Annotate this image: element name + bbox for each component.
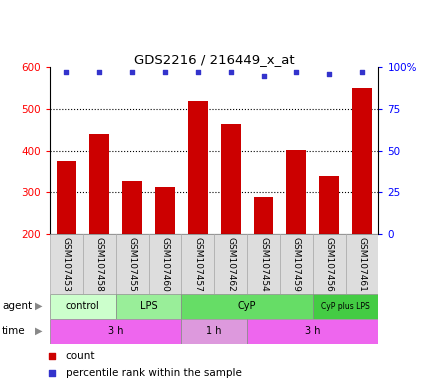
Point <box>48 370 55 376</box>
Point <box>358 69 365 75</box>
Bar <box>319 176 338 234</box>
Text: GSM107457: GSM107457 <box>193 237 202 291</box>
Bar <box>181 319 247 344</box>
Text: LPS: LPS <box>139 301 157 311</box>
Bar <box>247 234 279 294</box>
Point <box>48 353 55 359</box>
Bar <box>50 319 181 344</box>
Bar <box>82 234 115 294</box>
Text: 3 h: 3 h <box>108 326 123 336</box>
Bar <box>89 134 109 234</box>
Bar <box>181 234 214 294</box>
Bar <box>253 197 273 234</box>
Text: GSM107455: GSM107455 <box>127 237 136 291</box>
Bar <box>148 234 181 294</box>
Bar <box>181 294 312 319</box>
Point <box>325 71 332 77</box>
Bar <box>187 101 207 234</box>
Text: CyP: CyP <box>237 301 256 311</box>
Bar <box>122 181 141 234</box>
Text: CyP plus LPS: CyP plus LPS <box>320 302 369 311</box>
Point <box>128 69 135 75</box>
Point <box>161 69 168 75</box>
Bar <box>312 234 345 294</box>
Bar <box>312 294 378 319</box>
Bar <box>286 150 306 234</box>
Text: 1 h: 1 h <box>206 326 221 336</box>
Text: agent: agent <box>2 301 32 311</box>
Text: percentile rank within the sample: percentile rank within the sample <box>66 368 241 378</box>
Bar <box>50 294 115 319</box>
Bar <box>247 319 378 344</box>
Text: ▶: ▶ <box>35 301 43 311</box>
Point <box>292 69 299 75</box>
Point <box>194 69 201 75</box>
Bar <box>56 161 76 234</box>
Bar <box>214 234 247 294</box>
Text: GSM107453: GSM107453 <box>62 237 71 291</box>
Text: GSM107460: GSM107460 <box>160 237 169 291</box>
Text: 3 h: 3 h <box>304 326 320 336</box>
Text: count: count <box>66 351 95 361</box>
Bar <box>115 294 181 319</box>
Point <box>227 69 233 75</box>
Point <box>260 73 266 79</box>
Bar <box>220 124 240 234</box>
Text: GSM107456: GSM107456 <box>324 237 333 291</box>
Text: time: time <box>2 326 26 336</box>
Text: GSM107454: GSM107454 <box>258 237 267 291</box>
Bar <box>155 187 174 234</box>
Text: GSM107459: GSM107459 <box>291 237 300 291</box>
Bar <box>115 234 148 294</box>
Text: GSM107461: GSM107461 <box>357 237 366 291</box>
Bar <box>352 88 371 234</box>
Bar <box>279 234 312 294</box>
Bar <box>345 234 378 294</box>
Bar <box>50 234 82 294</box>
Text: control: control <box>66 301 99 311</box>
Text: ▶: ▶ <box>35 326 43 336</box>
Title: GDS2216 / 216449_x_at: GDS2216 / 216449_x_at <box>134 53 294 66</box>
Point <box>95 69 102 75</box>
Point <box>63 69 70 75</box>
Text: GSM107462: GSM107462 <box>226 237 235 291</box>
Text: GSM107458: GSM107458 <box>95 237 104 291</box>
